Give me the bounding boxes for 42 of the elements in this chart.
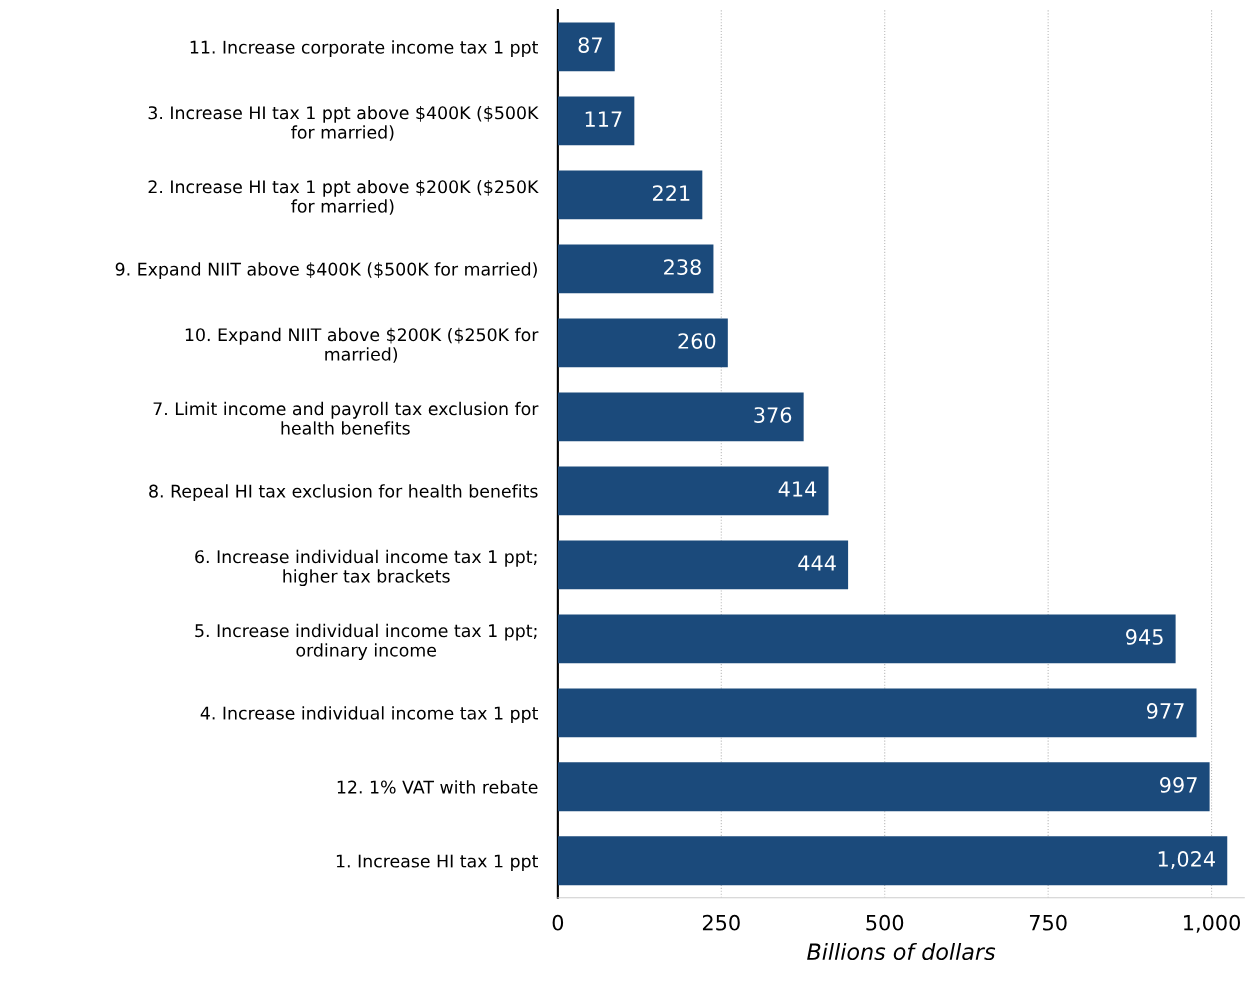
- y-tick-label: 4. Increase individual income tax 1 ppt: [200, 706, 538, 723]
- y-tick-label: 12. 1% VAT with rebate: [337, 780, 538, 794]
- bar: [557, 762, 1210, 812]
- x-axis-title: Billions of dollars: [807, 942, 996, 961]
- data-label: 1,024: [1158, 851, 1215, 869]
- y-tick-label: 7. Limit income and payroll tax exclusion for health benefits: [153, 401, 539, 435]
- bar: [557, 614, 1176, 664]
- data-label: 117: [585, 111, 622, 127]
- y-tick-label: 5. Increase individual income tax 1 ppt; ordinary income: [195, 623, 537, 661]
- bar: [557, 22, 615, 72]
- bar: [557, 466, 829, 516]
- y-tick-label: 8. Repeal HI tax exclusion for health benefits: [149, 484, 538, 502]
- bar: [557, 318, 728, 368]
- bar: [557, 540, 849, 590]
- x-tick-label: 0: [552, 914, 564, 931]
- x-tick-label: 1,000: [1184, 914, 1241, 933]
- data-label: 238: [664, 259, 701, 275]
- y-tick-label: 1. Increase HI tax 1 ppt: [336, 854, 538, 871]
- data-label: 221: [652, 185, 690, 201]
- y-tick-label: 11. Increase corporate income tax 1 ppt: [190, 40, 538, 58]
- data-label: 414: [778, 481, 817, 497]
- y-tick-label: 10. Expand NIIT above $200K ($250K for married): [185, 327, 539, 363]
- y-tick-label: 9. Expand NIIT above $400K ($500K for married): [115, 262, 537, 280]
- bar: [557, 688, 1197, 738]
- y-tick-label: 2. Increase HI tax 1 ppt above $200K ($250K for married): [148, 179, 539, 215]
- bar: [557, 836, 1228, 886]
- bar: [557, 244, 714, 294]
- bar: [557, 392, 804, 442]
- data-label: 444: [798, 555, 836, 571]
- x-tick-label: 250: [702, 914, 740, 931]
- data-label: 376: [754, 407, 792, 423]
- x-tick-label: 500: [866, 914, 904, 931]
- bar: [557, 170, 703, 220]
- data-label: 87: [578, 37, 602, 53]
- x-tick-label: 750: [1029, 914, 1067, 931]
- data-label: 977: [1146, 703, 1184, 719]
- y-tick-label: 6. Increase individual income tax 1 ppt; higher tax brackets: [195, 549, 537, 587]
- data-label: 997: [1160, 777, 1197, 793]
- data-label: 260: [678, 333, 716, 349]
- data-label: 945: [1126, 629, 1163, 645]
- bar: [557, 96, 635, 146]
- y-tick-label: 3. Increase HI tax 1 ppt above $400K ($500K for married): [148, 105, 539, 141]
